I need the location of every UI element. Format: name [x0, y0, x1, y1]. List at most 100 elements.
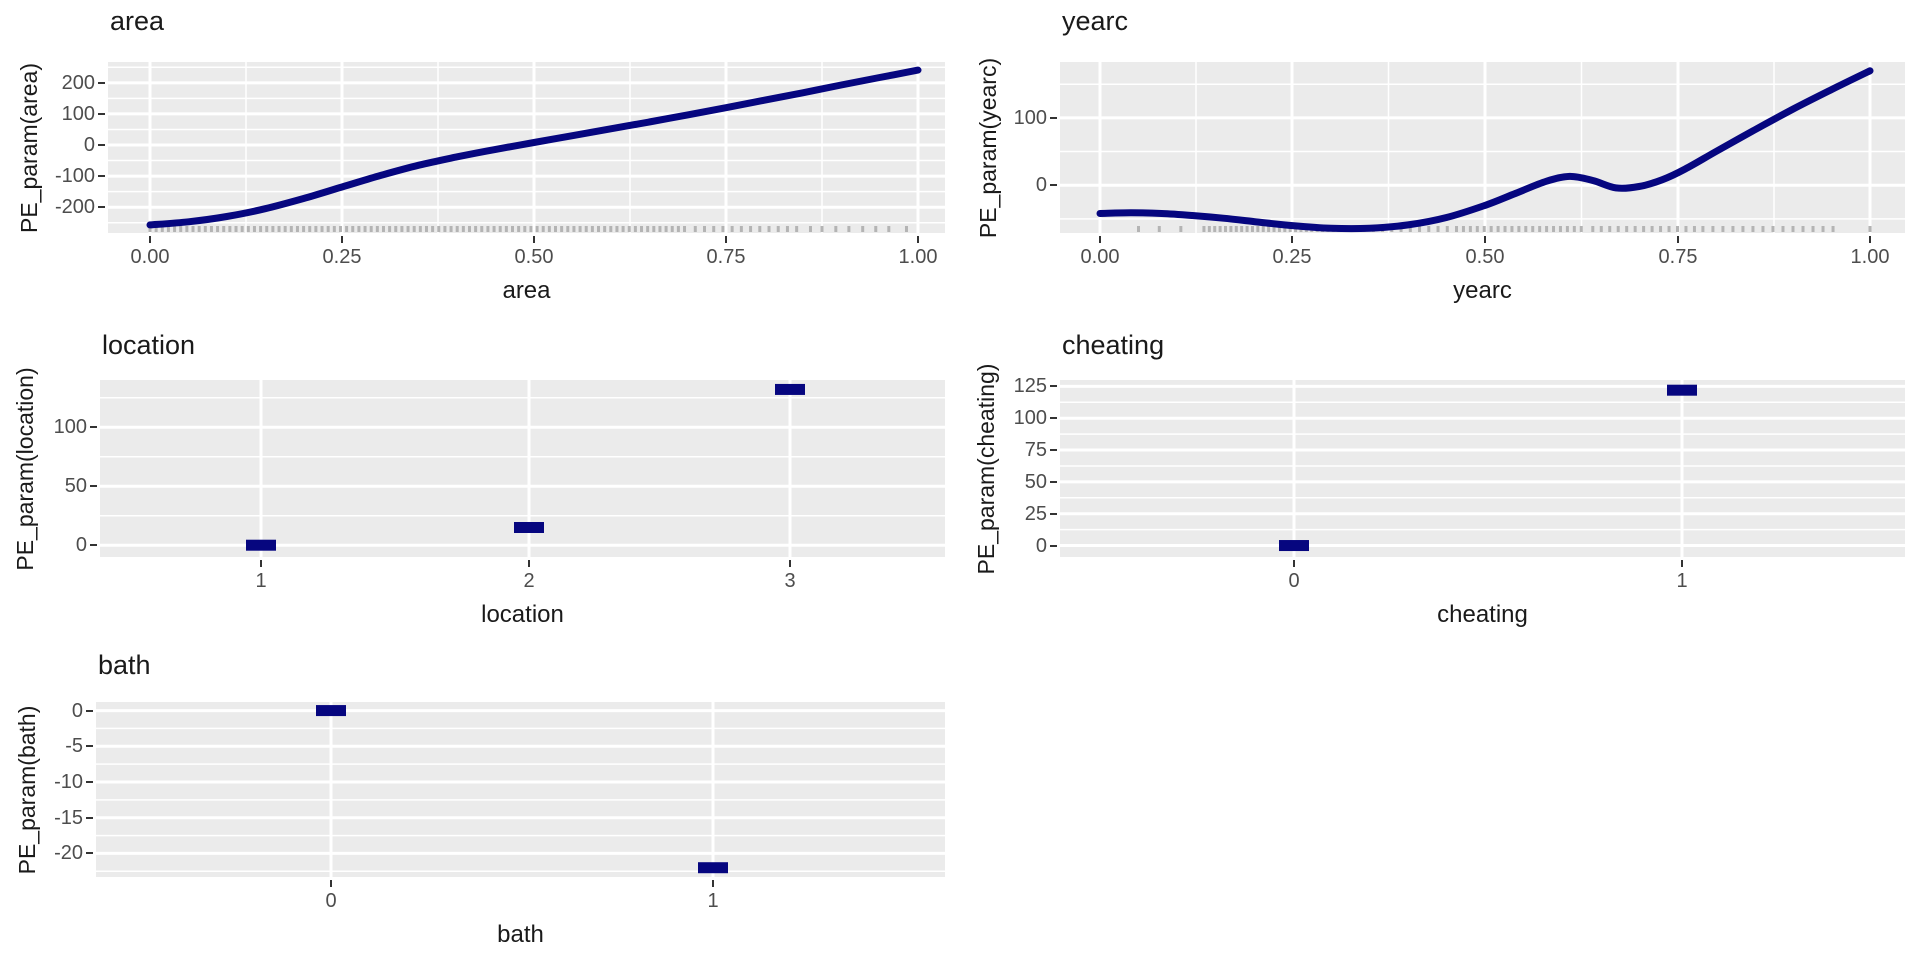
- y-tick-label: -10: [54, 771, 83, 793]
- plot-title: location: [102, 330, 196, 360]
- y-tick-mark: [86, 852, 93, 855]
- y-tick-mark: [1050, 480, 1057, 483]
- y-tick-mark: [90, 426, 97, 429]
- x-tick-mark: [1869, 236, 1871, 243]
- plot-panel: [96, 702, 945, 877]
- x-axis-title: yearc: [1453, 277, 1512, 304]
- x-tick-label: 0.25: [322, 246, 362, 268]
- x-tick-label: 0.50: [1465, 246, 1505, 268]
- data-point-rect: [775, 383, 805, 395]
- data-point-rect: [1667, 384, 1697, 396]
- x-tick-label: 0.25: [1272, 246, 1312, 268]
- y-tick-mark: [86, 816, 93, 819]
- y-tick-label: -15: [54, 806, 83, 829]
- x-tick-mark: [1291, 236, 1293, 243]
- x-tick-label: 1: [1676, 570, 1688, 592]
- x-tick-mark: [917, 236, 919, 243]
- y-tick-mark: [90, 544, 97, 547]
- plot-panel: [108, 62, 945, 233]
- x-axis-title: cheating: [1437, 601, 1528, 628]
- x-axis-title: area: [502, 277, 551, 304]
- x-tick-mark: [533, 236, 535, 243]
- x-tick-label: 0.75: [706, 246, 746, 268]
- y-tick-mark: [86, 709, 93, 712]
- data-point-rect: [246, 539, 276, 551]
- plot-panel: [1060, 380, 1905, 557]
- y-tick-mark: [98, 206, 105, 209]
- y-tick-label: 50: [64, 475, 87, 498]
- y-tick-label: 0: [1035, 174, 1047, 197]
- y-tick-mark: [1050, 116, 1057, 119]
- x-tick-label: 2: [523, 570, 535, 592]
- x-tick-label: 0.75: [1658, 246, 1698, 268]
- x-tick-label: 1: [255, 570, 267, 592]
- x-tick-mark: [149, 236, 151, 243]
- y-tick-label: 25: [1024, 502, 1047, 525]
- y-tick-label: 0: [1035, 534, 1047, 557]
- y-tick-mark: [98, 81, 105, 84]
- x-tick-label: 0.00: [1080, 246, 1120, 268]
- y-tick-label: -200: [54, 196, 95, 219]
- x-tick-label: 1: [707, 890, 719, 912]
- y-tick-mark: [86, 781, 93, 783]
- plot-title: bath: [98, 650, 151, 680]
- y-tick-label: 100: [1013, 407, 1047, 430]
- y-tick-label: -100: [54, 165, 95, 188]
- x-tick-mark: [1681, 560, 1683, 567]
- x-tick-label: 0: [1288, 570, 1300, 592]
- x-tick-label: 0.50: [514, 246, 554, 268]
- x-tick-label: 1.00: [898, 246, 938, 268]
- data-point-rect: [514, 522, 544, 533]
- trend-line: [146, 66, 922, 229]
- plot-title: yearc: [1062, 6, 1129, 36]
- y-tick-mark: [98, 144, 105, 146]
- x-tick-mark: [789, 560, 791, 567]
- rug-marks: [1137, 226, 1872, 232]
- x-tick-label: 3: [784, 570, 796, 592]
- chart-canvas: [1060, 62, 1905, 233]
- y-tick-mark: [90, 485, 97, 488]
- rug-marks: [148, 226, 908, 232]
- x-tick-mark: [712, 880, 714, 887]
- y-tick-label: -20: [54, 842, 83, 865]
- y-tick-mark: [1050, 417, 1057, 420]
- x-tick-label: 0: [325, 890, 337, 912]
- y-tick-mark: [1050, 385, 1057, 388]
- plot-title: cheating: [1062, 330, 1165, 360]
- y-tick-label: 75: [1024, 439, 1047, 462]
- y-tick-mark: [1050, 544, 1057, 547]
- x-axis-title: bath: [497, 921, 544, 948]
- y-tick-label: 100: [61, 102, 95, 125]
- x-tick-mark: [528, 560, 530, 567]
- y-tick-label: 50: [1024, 470, 1047, 493]
- x-tick-mark: [341, 236, 343, 243]
- x-axis-title: location: [481, 601, 564, 628]
- y-tick-label: 100: [1013, 106, 1047, 129]
- y-tick-mark: [98, 175, 105, 178]
- y-tick-mark: [1050, 512, 1057, 515]
- x-tick-mark: [1484, 236, 1486, 243]
- y-tick-label: -5: [65, 735, 83, 758]
- x-tick-mark: [1293, 560, 1295, 567]
- data-point-rect: [316, 705, 346, 717]
- data-point-rect: [698, 862, 728, 874]
- y-tick-label: 0: [83, 134, 95, 156]
- chart-canvas: [100, 380, 945, 557]
- x-tick-mark: [330, 880, 332, 887]
- x-tick-label: 1.00: [1850, 246, 1890, 268]
- plot-panel: [100, 380, 945, 557]
- y-tick-mark: [1050, 184, 1057, 187]
- trend-line: [1096, 67, 1874, 233]
- y-tick-label: 0: [75, 534, 87, 557]
- y-tick-mark: [98, 112, 105, 115]
- y-tick-mark: [86, 745, 93, 748]
- y-tick-mark: [1050, 449, 1057, 452]
- plot-title: area: [110, 6, 165, 36]
- y-tick-label: 0: [71, 699, 83, 722]
- x-tick-label: 0.00: [130, 246, 170, 268]
- plot-panel: [1060, 62, 1905, 233]
